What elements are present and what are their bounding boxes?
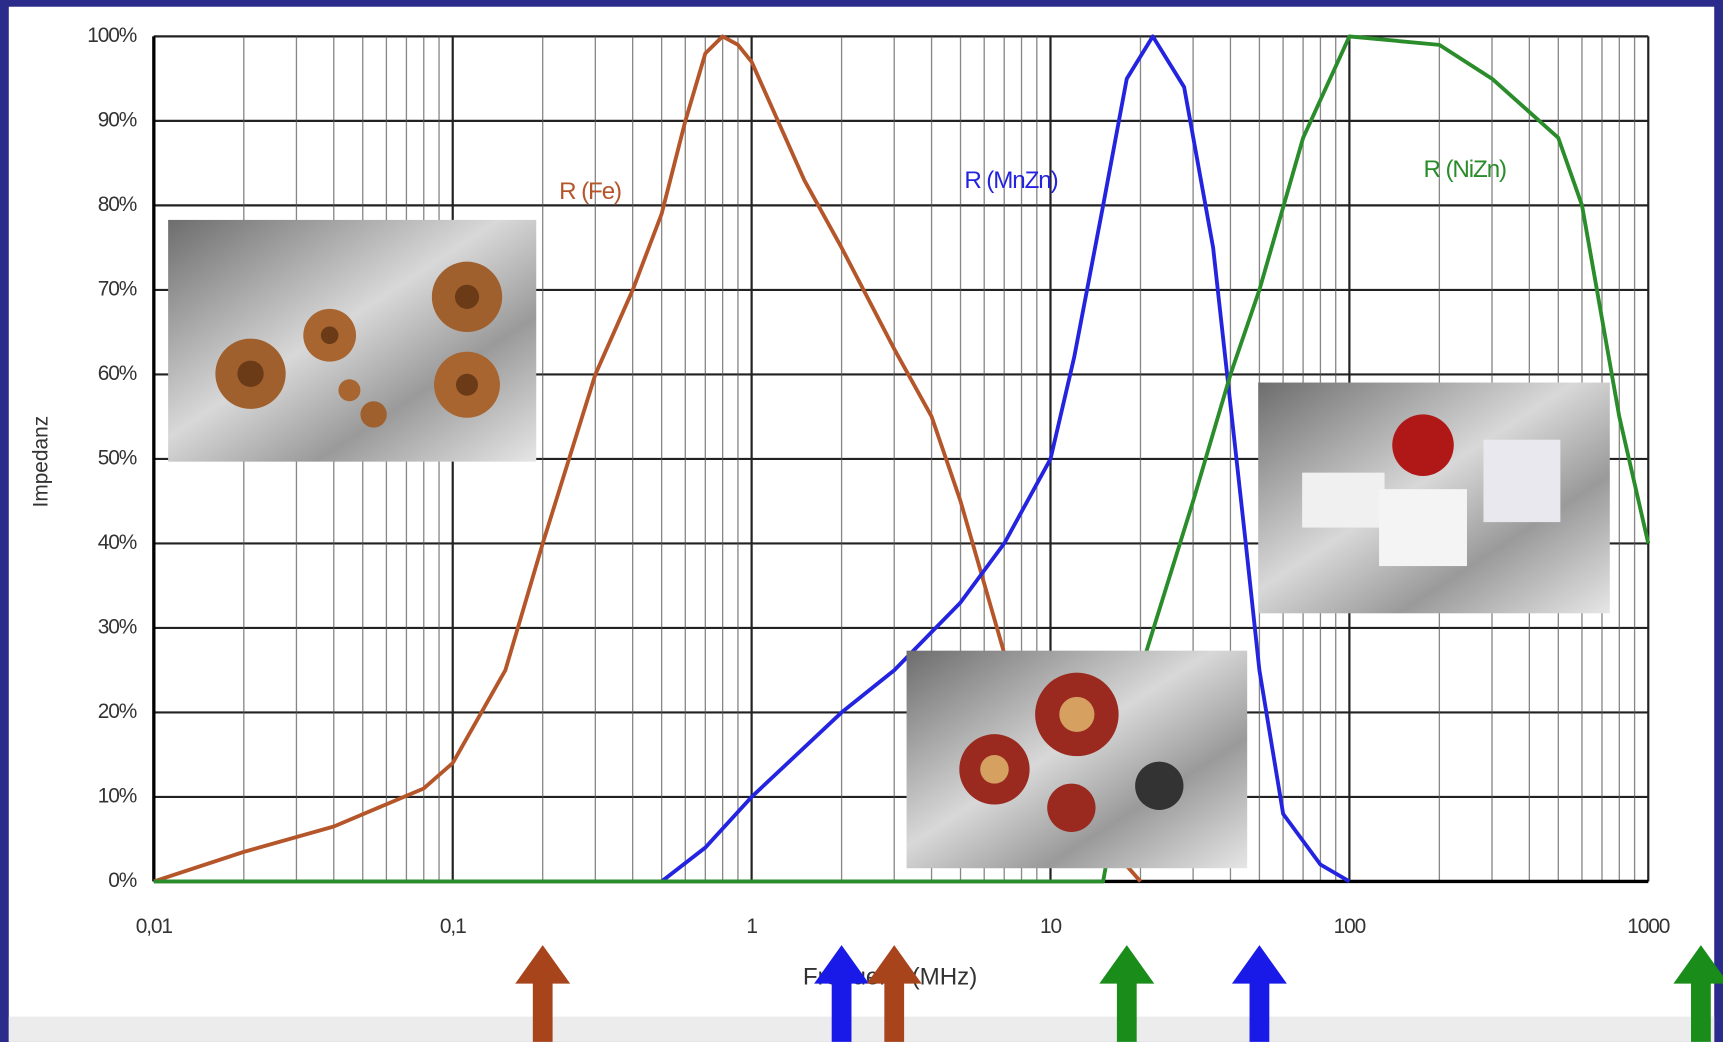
x-tick-label: 100 (1334, 915, 1366, 938)
y-tick-label: 100% (87, 24, 137, 47)
y-tick-label: 60% (98, 362, 137, 385)
y-tick-label: 70% (98, 277, 137, 300)
x-tick-label: 1 (746, 915, 757, 938)
frequency-arrow (1673, 945, 1723, 1042)
series-line (153, 34, 1651, 884)
photo-mnzn-cores (906, 650, 1248, 869)
x-tick-label: 0,01 (136, 915, 173, 938)
bottom-strip (8, 1016, 1715, 1042)
x-tick-label: 0,1 (440, 915, 466, 938)
lines (153, 34, 1651, 884)
frequency-arrow (866, 945, 922, 1042)
frequency-arrow (515, 945, 571, 1042)
overlay: 0% 10% 20% 30% 40% 50% 60% 70% 80% 90% 100% 0,01 0,1… (87, 24, 1671, 938)
y-tick-label: 0% (108, 869, 137, 892)
series-label: R (MnZn) (964, 167, 1057, 194)
x-tick-label: 10 (1040, 915, 1062, 938)
frequency-arrow (1099, 945, 1155, 1042)
photo-fe-cores (168, 219, 537, 462)
series-label: R (Fe) (559, 178, 621, 205)
y-tick-label: 50% (98, 446, 137, 469)
series-label: R (NiZn) (1424, 156, 1507, 183)
frequency-arrow (1231, 945, 1287, 1042)
series-line (153, 34, 1142, 884)
y-tick-label: 20% (98, 700, 137, 723)
y-axis-label: Impedanz (29, 416, 52, 508)
y-tick-label: 30% (98, 615, 137, 638)
series-line (660, 34, 1351, 884)
frequency-arrow (814, 945, 870, 1042)
x-tick-label: 1000 (1627, 915, 1670, 938)
photo-nizn-cores (1258, 382, 1610, 614)
y-tick-label: 40% (98, 531, 137, 554)
arrows (515, 945, 1723, 1042)
y-tick-label: 80% (98, 193, 137, 216)
y-tick-label: 90% (98, 108, 137, 131)
y-tick-label: 10% (98, 784, 137, 807)
